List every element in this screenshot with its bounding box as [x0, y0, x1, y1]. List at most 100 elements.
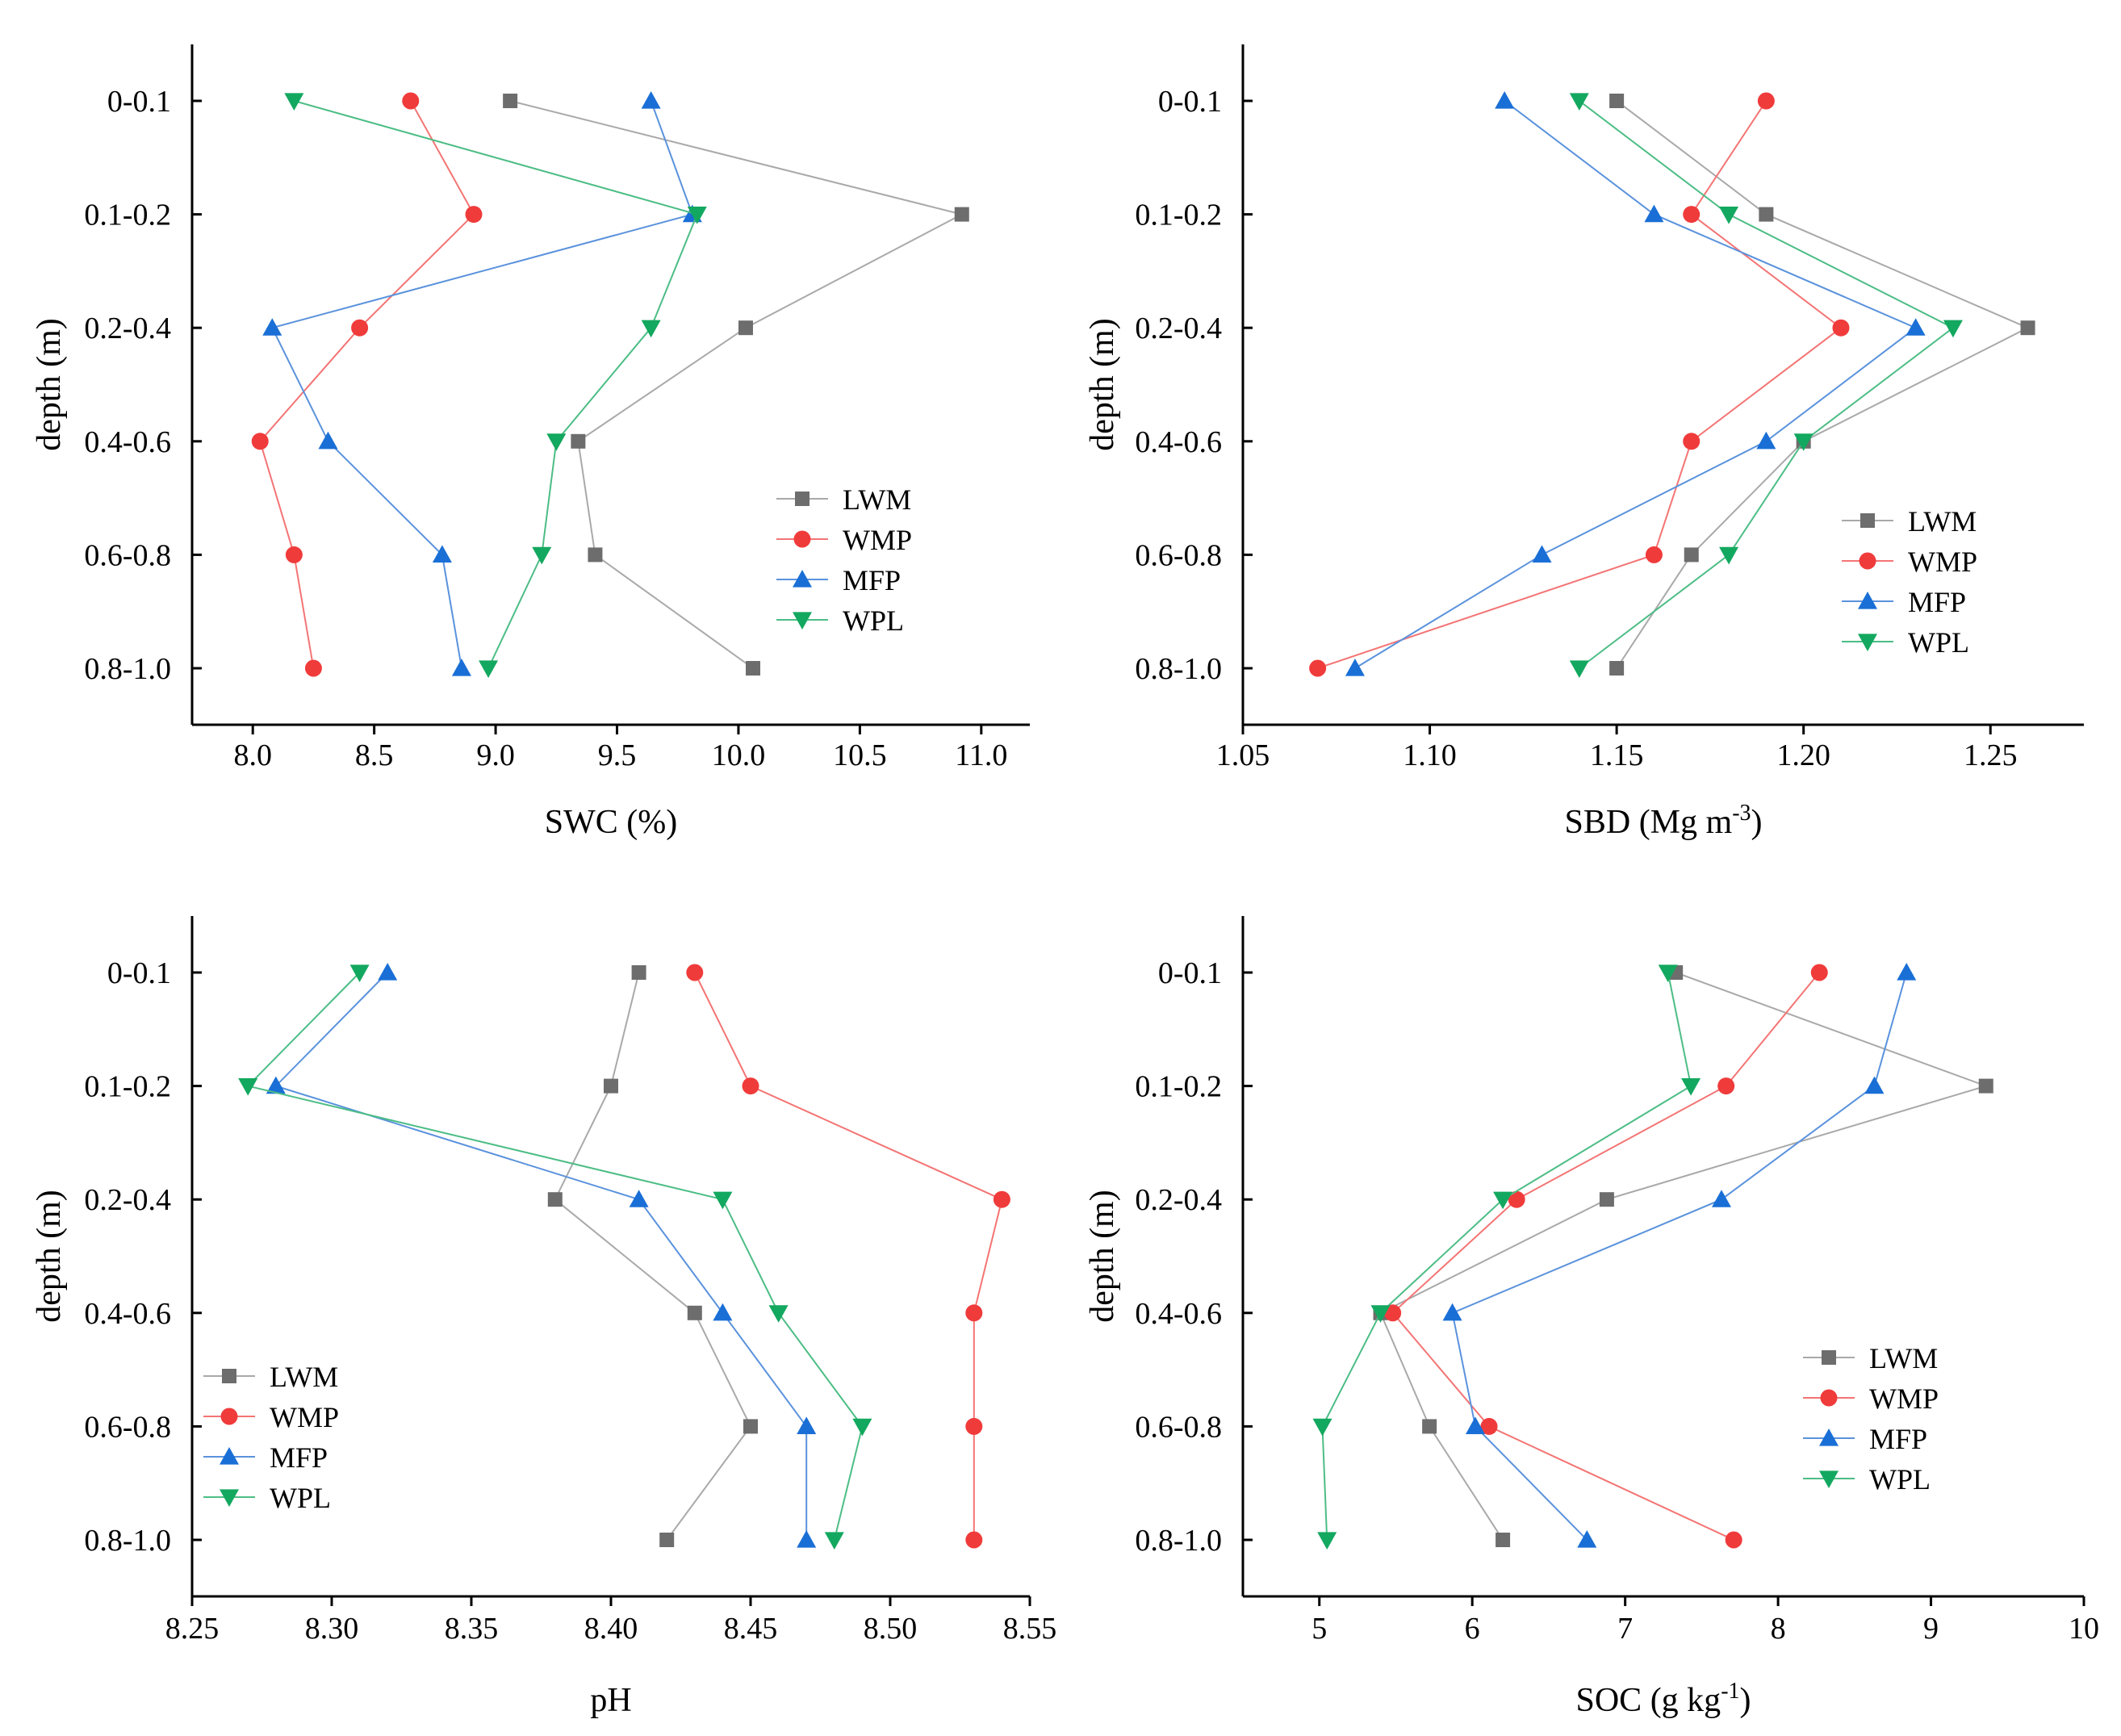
legend-marker: [1819, 1470, 1839, 1488]
legend-item-lwm: LWM: [776, 483, 911, 516]
data-point-mfp: [451, 659, 471, 676]
chart-panel-soc: 0-0.1 0.1-0.2 0.2-0.4 0.4-0.6 0.6-0.8 0.8-1.0…: [1084, 916, 2099, 1719]
data-point-wmp: [1717, 1077, 1735, 1095]
data-point-lwm: [746, 661, 761, 676]
legend-marker: [220, 1408, 238, 1425]
series-line-lwm: [1616, 100, 2030, 669]
series-wmp: [1384, 964, 1828, 1549]
data-point-lwm: [604, 1078, 618, 1094]
data-point-wmp: [1683, 433, 1701, 450]
legend-item-wpl: WPL: [203, 1482, 331, 1514]
data-point-wpl: [1317, 1532, 1337, 1550]
data-point-wmp: [965, 1304, 983, 1322]
data-point-wmp: [965, 1531, 983, 1549]
legend-item-wmp: WMP: [776, 524, 912, 556]
series-line-wpl: [1579, 100, 1955, 669]
data-point-wmp: [285, 546, 303, 563]
series-lwm: [547, 965, 758, 1547]
x-tick-label: 10.0: [712, 738, 766, 772]
legend-label: WMP: [270, 1401, 339, 1433]
legend-marker: [793, 612, 812, 630]
x-tick-label: 1.05: [1216, 738, 1270, 772]
data-point-mfp: [1577, 1530, 1597, 1548]
series-line-lwm: [554, 972, 752, 1541]
data-point-wmp: [402, 92, 420, 110]
data-point-lwm: [1759, 207, 1774, 222]
legend-item-wpl: WPL: [1803, 1463, 1931, 1495]
data-point-lwm: [1599, 1192, 1614, 1207]
x-tick-label: 6: [1465, 1612, 1480, 1646]
x-tick-label: 1.25: [1964, 738, 2018, 772]
legend-label: LWM: [1908, 505, 1977, 538]
legend-item-mfp: MFP: [776, 564, 901, 596]
chart-panel-sbd: 0-0.1 0.1-0.2 0.2-0.4 0.4-0.6 0.6-0.8 0.8-1.0…: [1084, 44, 2084, 841]
data-point-wmp: [1683, 206, 1701, 224]
data-point-lwm: [738, 320, 753, 336]
legend-label: WMP: [1908, 546, 1977, 578]
data-point-wmp: [993, 1190, 1010, 1208]
series-wmp: [1309, 92, 1850, 677]
y-tick-label: 0.4-0.6: [1135, 425, 1222, 459]
chart-panel-swc: 0-0.1 0.1-0.2 0.2-0.4 0.4-0.6 0.6-0.8 0.8-1.0…: [31, 44, 1030, 841]
data-point-lwm: [571, 433, 586, 449]
data-point-wmp: [1832, 319, 1850, 337]
data-point-wpl: [238, 1078, 258, 1096]
x-tick-label: 9.0: [476, 738, 515, 772]
y-tick-label: 0.1-0.2: [1135, 199, 1222, 232]
x-tick-label: 1.15: [1590, 738, 1644, 772]
data-point-wpl: [546, 433, 567, 451]
data-point-lwm: [1609, 94, 1625, 108]
y-tick-label: 0.8-1.0: [1135, 1524, 1222, 1558]
legend-item-wmp: WMP: [203, 1401, 339, 1433]
data-point-mfp: [1906, 318, 1926, 336]
series-line-wmp: [259, 100, 475, 669]
legend-item-mfp: MFP: [1842, 586, 1966, 618]
y-tick-label: 0.2-0.4: [84, 1183, 171, 1217]
y-tick-label: 0.8-1.0: [84, 652, 171, 686]
series-line-lwm: [509, 100, 964, 669]
y-tick-label: 0.6-0.8: [84, 1410, 171, 1444]
x-tick-label: 1.20: [1776, 738, 1830, 772]
data-point-mfp: [1864, 1076, 1885, 1094]
data-point-wmp: [1810, 964, 1828, 981]
y-tick-label: 0.2-0.4: [1135, 312, 1222, 345]
legend-item-mfp: MFP: [203, 1441, 328, 1474]
x-tick-label: 8.50: [864, 1612, 918, 1646]
legend-label: LWM: [270, 1361, 338, 1393]
legend-label: WMP: [843, 524, 912, 556]
legend-marker: [1820, 1389, 1838, 1407]
y-tick-label: 0.2-0.4: [1135, 1183, 1222, 1217]
data-point-wmp: [465, 206, 483, 224]
legend-marker: [220, 1447, 239, 1465]
x-tick-label: 8.30: [305, 1612, 359, 1646]
data-point-lwm: [503, 94, 518, 108]
data-point-wmp: [251, 433, 269, 450]
y-tick-label: 0.4-0.6: [84, 425, 171, 459]
y-tick-label: 0-0.1: [1158, 85, 1222, 119]
x-tick-label: 7: [1617, 1612, 1633, 1646]
data-point-lwm: [631, 965, 646, 980]
data-point-wmp: [965, 1417, 983, 1435]
data-point-mfp: [641, 91, 661, 109]
data-point-wpl: [687, 207, 707, 224]
y-tick-label: 0.2-0.4: [84, 312, 171, 345]
y-axis-title: depth (m): [1084, 1190, 1121, 1322]
legend-label: WPL: [843, 604, 904, 637]
data-point-wmp: [742, 1077, 759, 1095]
x-tick-label: 9: [1923, 1612, 1939, 1646]
legend-marker: [220, 1489, 239, 1507]
legend: LWM WMP MFP WPL: [203, 1361, 339, 1514]
data-point-wpl: [1493, 1191, 1513, 1210]
legend-label: MFP: [843, 564, 901, 596]
y-axis-title: depth (m): [31, 1190, 68, 1322]
series-line-lwm: [1379, 972, 1989, 1541]
series-mfp: [262, 91, 702, 676]
chart-panel-ph: 0-0.1 0.1-0.2 0.2-0.4 0.4-0.6 0.6-0.8 0.8-1.0…: [31, 916, 1056, 1719]
legend-label: WPL: [1908, 626, 1969, 659]
y-tick-label: 0.1-0.2: [84, 199, 171, 232]
x-axis-title: pH: [590, 1682, 631, 1719]
legend-label: MFP: [1908, 586, 1966, 618]
legend-item-wmp: WMP: [1803, 1383, 1939, 1415]
x-tick-label: 8.5: [355, 738, 394, 772]
